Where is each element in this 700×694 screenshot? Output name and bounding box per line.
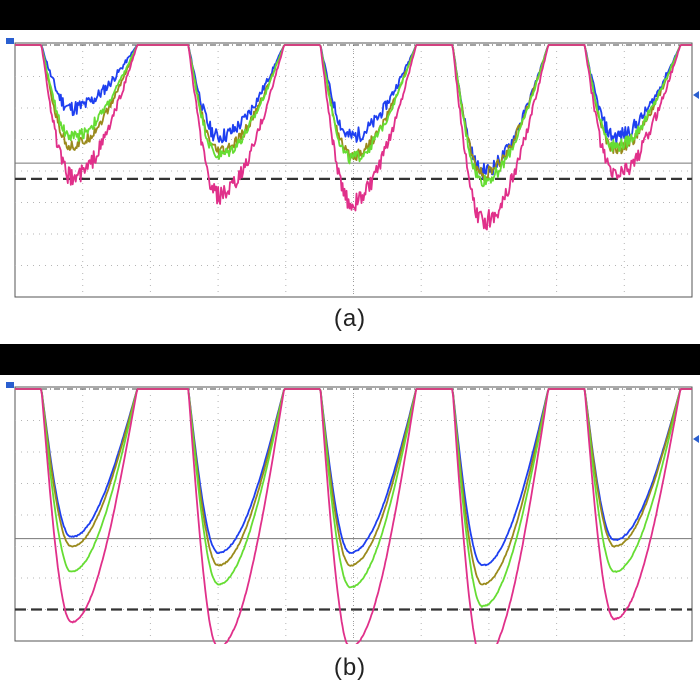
trace-magenta	[15, 388, 692, 644]
caption-a: (a)	[333, 305, 367, 332]
trigger-marker-icon	[693, 435, 699, 443]
trace-magenta	[15, 44, 692, 231]
trigger-marker-icon	[693, 91, 699, 99]
ground-marker-icon	[6, 382, 14, 388]
panel-a	[0, 0, 700, 300]
scope-header-bar	[0, 0, 700, 30]
ground-marker-icon	[6, 38, 14, 44]
scope-header-bar	[0, 344, 700, 375]
panel-b	[0, 344, 700, 644]
scope-plot-b	[6, 382, 699, 644]
scope-plot-a	[6, 38, 699, 298]
caption-b: (b)	[333, 654, 367, 681]
